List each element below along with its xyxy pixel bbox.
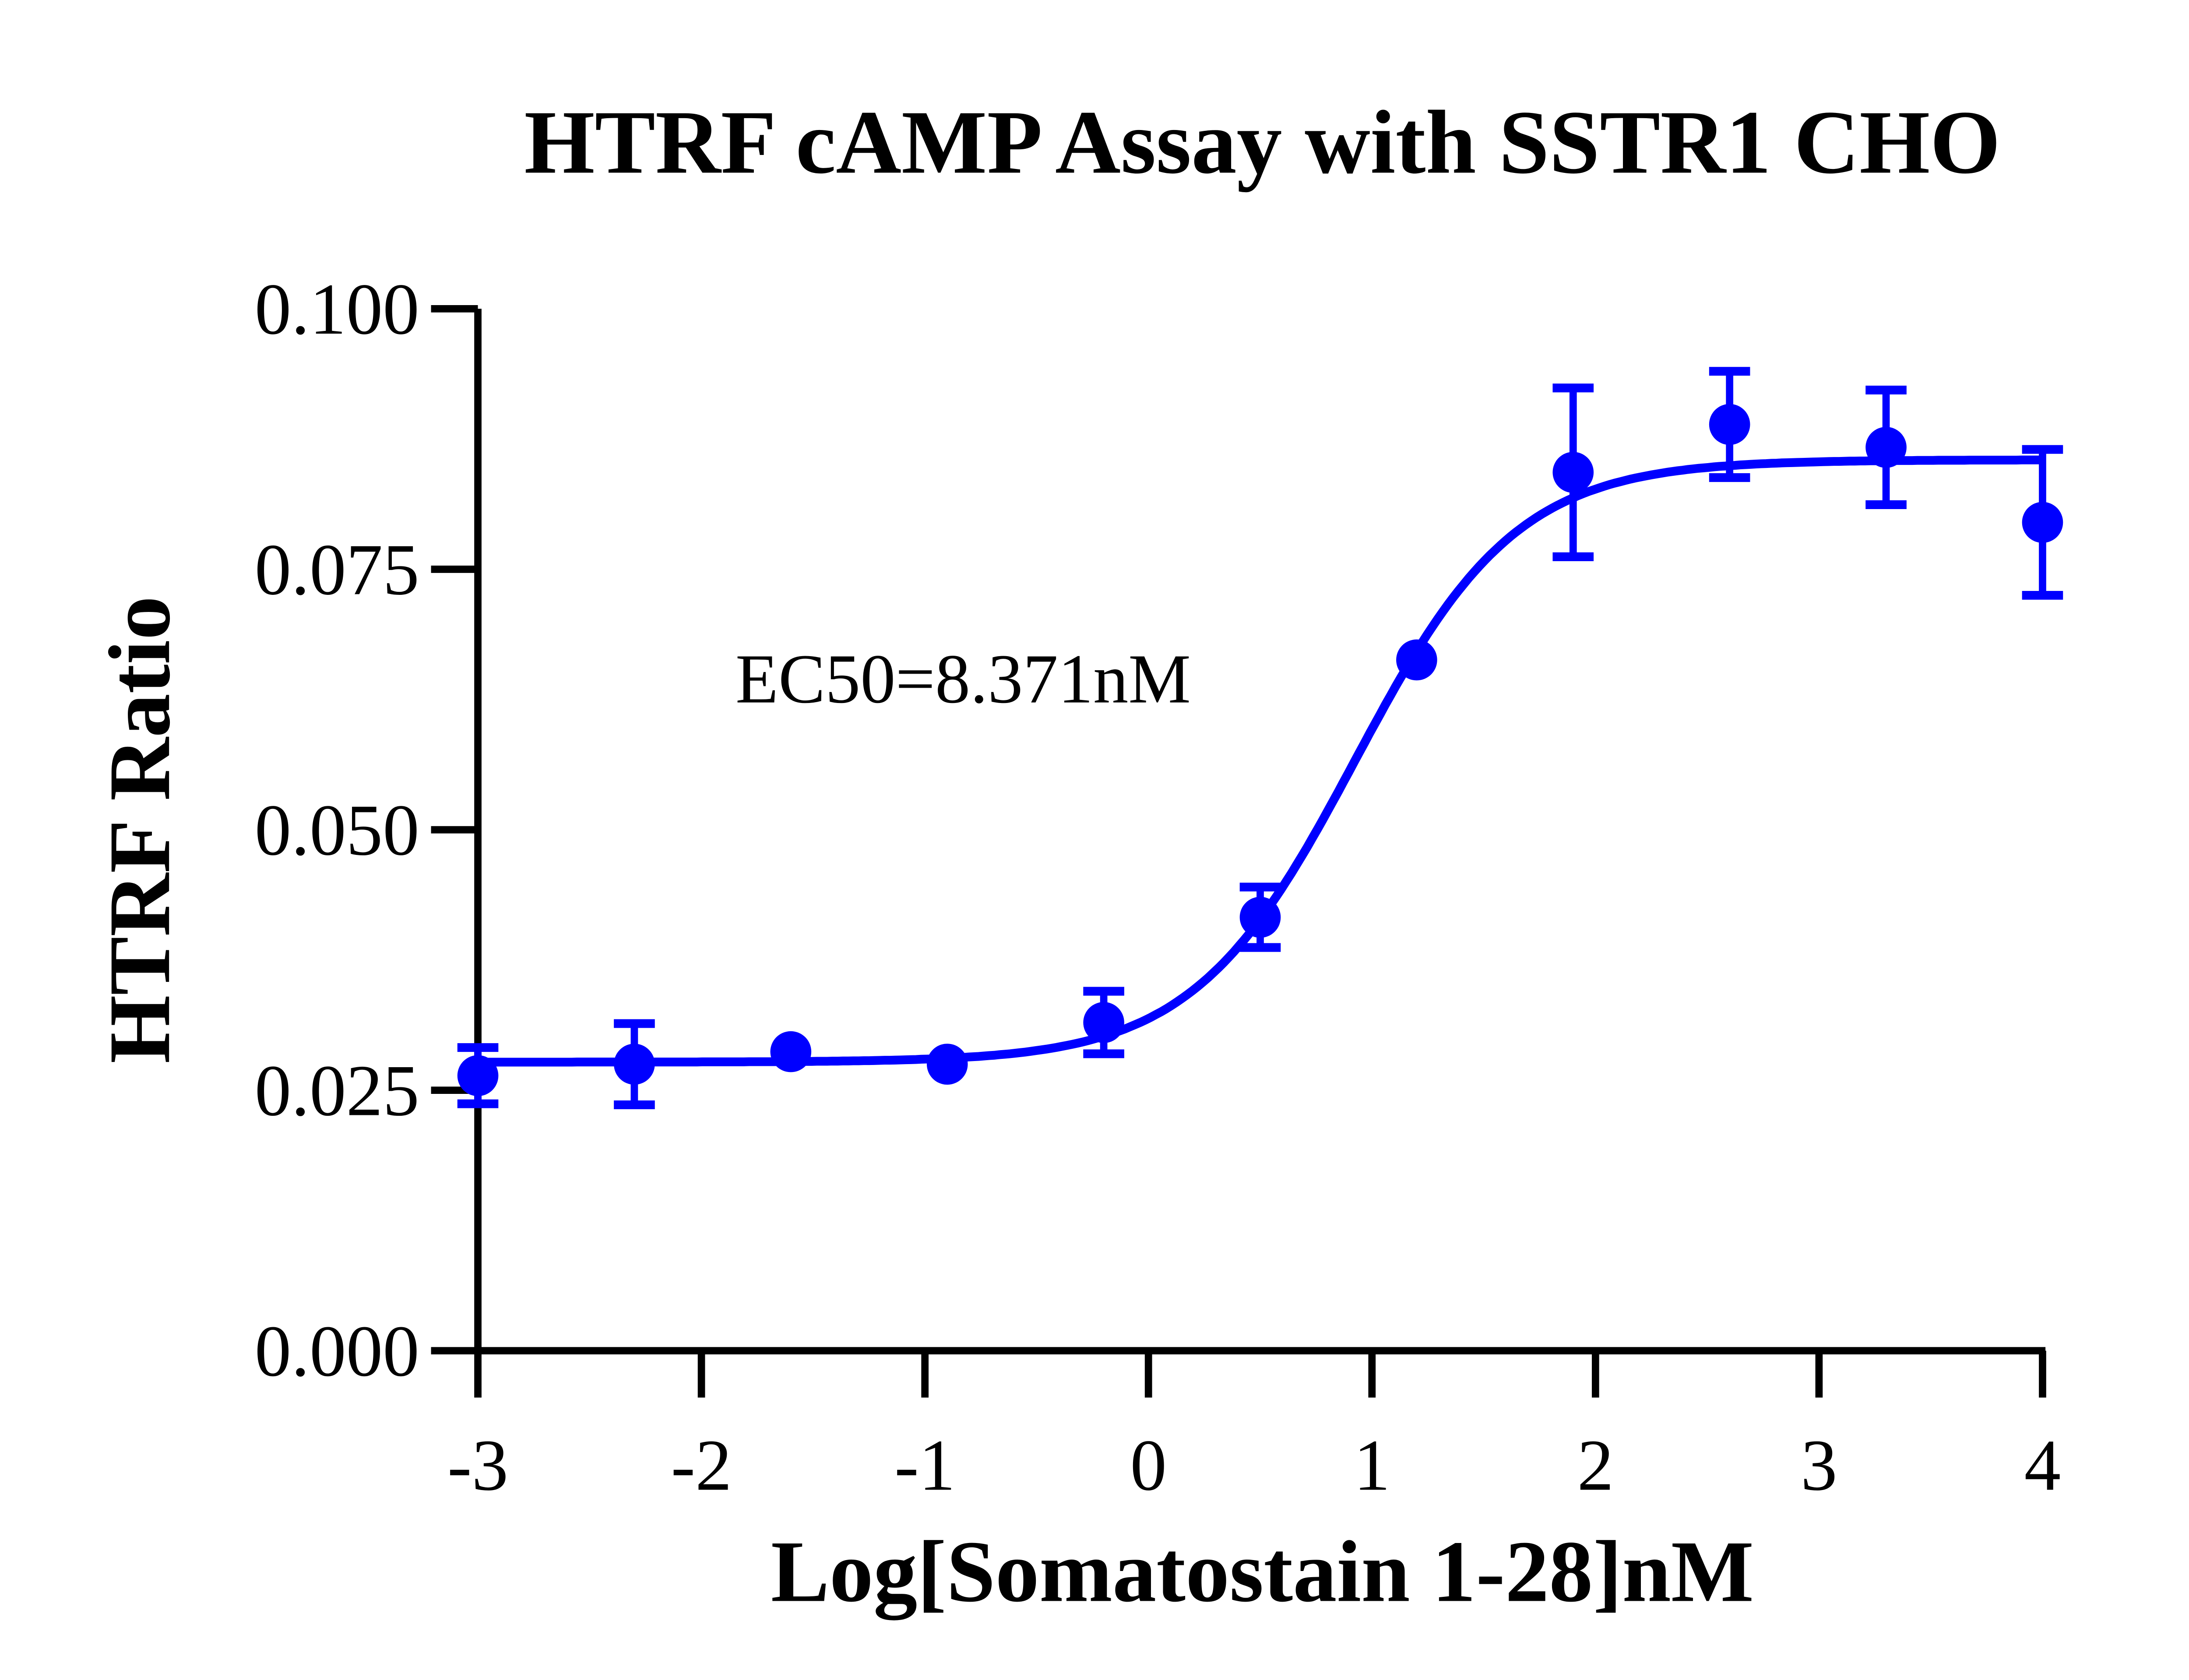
data-point <box>1396 639 1437 681</box>
x-tick-label: -2 <box>671 1425 732 1506</box>
data-point <box>457 1055 499 1097</box>
axes: 0.000 0.025 0.050 0.075 0.100 -3 -2 -1 0 1 2 3 4 <box>255 269 2061 1506</box>
data-point <box>1239 896 1281 938</box>
chart-title: HTRF cAMP Assay with SSTR1 CHO <box>524 91 2000 192</box>
ec50-annotation: EC50=8.371nM <box>736 640 1191 718</box>
x-tick-label: 4 <box>2024 1425 2061 1506</box>
data-point <box>2022 502 2063 543</box>
x-axis-label: Log[Somatostain 1-28]nM <box>771 1523 1754 1620</box>
data-point <box>1083 1002 1124 1043</box>
data-points-group <box>457 367 2063 1110</box>
data-point <box>1865 427 1907 468</box>
x-tick-label: 2 <box>1577 1425 1614 1506</box>
y-tick-label: 0.075 <box>255 529 419 610</box>
y-axis-label: HTRF Ratio <box>91 596 188 1064</box>
data-point <box>926 1044 968 1085</box>
y-tick-label: 0.000 <box>255 1311 419 1392</box>
data-point <box>770 1031 812 1072</box>
data-point <box>614 1044 655 1085</box>
x-tick-label: 0 <box>1130 1425 1167 1506</box>
x-tick-label: -3 <box>447 1425 508 1506</box>
x-tick-label: 3 <box>1801 1425 1837 1506</box>
x-tick-label: -1 <box>894 1425 955 1506</box>
fit-curve-group <box>478 455 2043 1067</box>
y-tick-label: 0.100 <box>255 269 419 350</box>
data-point <box>1709 404 1750 445</box>
y-tick-label: 0.025 <box>255 1051 419 1132</box>
x-tick-label: 1 <box>1354 1425 1390 1506</box>
fit-curve <box>478 455 2043 1067</box>
y-tick-label: 0.050 <box>255 790 419 871</box>
data-point <box>1552 452 1594 493</box>
